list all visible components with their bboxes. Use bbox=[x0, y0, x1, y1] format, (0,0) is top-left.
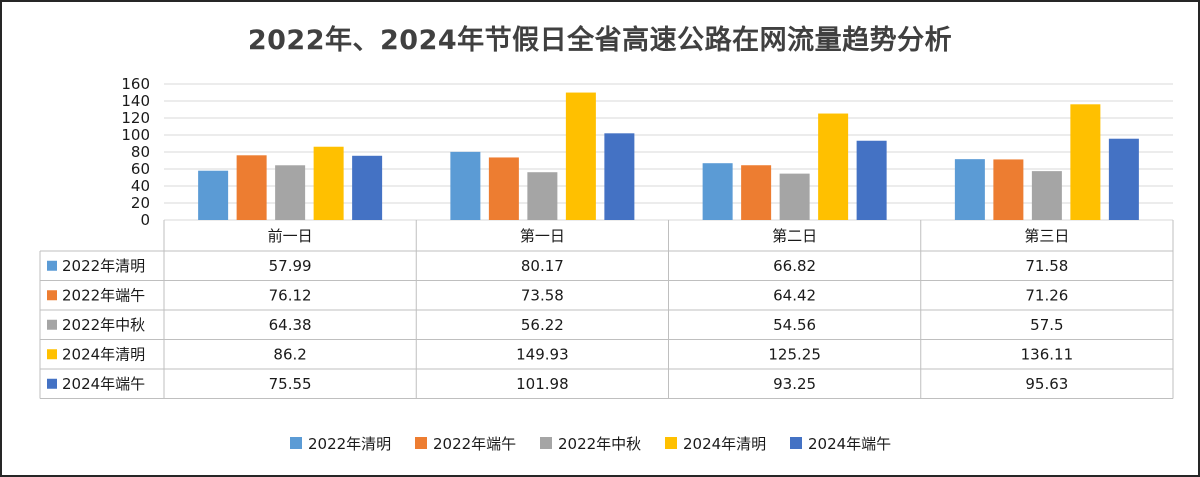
legend-swatch bbox=[790, 437, 802, 449]
bar-5-3 bbox=[856, 140, 887, 220]
y-tick-label: 120 bbox=[121, 109, 150, 127]
bar-2-2 bbox=[488, 157, 519, 220]
y-tick-label: 100 bbox=[121, 126, 150, 144]
bar-5-2 bbox=[604, 133, 635, 220]
bar-2-1 bbox=[236, 155, 267, 220]
bar-4-4 bbox=[1070, 104, 1101, 220]
table-cell-value: 125.25 bbox=[768, 345, 821, 363]
bar-2-4 bbox=[993, 159, 1024, 220]
chart-title: 2022年、2024年节假日全省高速公路在网流量趋势分析 bbox=[247, 25, 953, 56]
table-cell-value: 71.58 bbox=[1025, 257, 1068, 275]
table-cell-value: 54.56 bbox=[773, 316, 816, 334]
table-cell-value: 80.17 bbox=[521, 257, 564, 275]
legend-swatch bbox=[290, 437, 302, 449]
y-tick-label: 80 bbox=[131, 143, 150, 161]
table-row-label: 2022年端午 bbox=[62, 286, 145, 304]
table-row-label: 2022年中秋 bbox=[62, 316, 145, 334]
legend-label: 2022年清明 bbox=[308, 435, 391, 453]
y-tick-label: 0 bbox=[140, 211, 150, 229]
legend-swatch bbox=[665, 437, 677, 449]
table-row-label: 2024年清明 bbox=[62, 345, 145, 363]
y-tick-label: 60 bbox=[131, 160, 150, 178]
y-tick-label: 160 bbox=[121, 75, 150, 93]
table-legend-key bbox=[47, 378, 57, 389]
table-row-label: 2022年清明 bbox=[62, 257, 145, 275]
table-cell-value: 75.55 bbox=[269, 375, 312, 393]
table-row-label: 2024年端午 bbox=[62, 375, 145, 393]
bar-1-2 bbox=[450, 151, 481, 220]
legend-label: 2022年中秋 bbox=[558, 435, 641, 453]
legend-swatch bbox=[540, 437, 552, 449]
bar-1-3 bbox=[702, 163, 733, 220]
legend-swatch bbox=[415, 437, 427, 449]
legend-label: 2024年清明 bbox=[683, 435, 766, 453]
table-cell-value: 64.38 bbox=[269, 316, 312, 334]
x-category-label: 第一日 bbox=[520, 227, 565, 245]
bar-3-4 bbox=[1031, 171, 1062, 220]
bar-3-1 bbox=[275, 165, 306, 220]
bar-5-4 bbox=[1108, 138, 1139, 220]
table-cell-value: 56.22 bbox=[521, 316, 564, 334]
table-cell-value: 86.2 bbox=[273, 345, 306, 363]
table-cell-value: 57.99 bbox=[269, 257, 312, 275]
bar-1-1 bbox=[198, 170, 229, 220]
table-cell-value: 66.82 bbox=[773, 257, 816, 275]
table-legend-key bbox=[47, 319, 57, 330]
table-legend-key bbox=[47, 260, 57, 271]
x-category-label: 第二日 bbox=[772, 227, 817, 245]
table-legend-key bbox=[47, 349, 57, 360]
table-cell-value: 149.93 bbox=[516, 345, 569, 363]
table-cell-value: 101.98 bbox=[516, 375, 569, 393]
table-cell-value: 73.58 bbox=[521, 286, 564, 304]
table-cell-value: 71.26 bbox=[1025, 286, 1068, 304]
legend-label: 2022年端午 bbox=[433, 435, 516, 453]
legend-label: 2024年端午 bbox=[808, 435, 891, 453]
x-category-label: 第三日 bbox=[1024, 227, 1069, 245]
bar-4-3 bbox=[818, 113, 849, 220]
bar-4-2 bbox=[565, 92, 596, 220]
bar-5-1 bbox=[352, 155, 383, 220]
y-tick-label: 140 bbox=[121, 92, 150, 110]
bar-3-3 bbox=[779, 173, 810, 220]
bar-3-2 bbox=[527, 172, 558, 220]
table-legend-key bbox=[47, 290, 57, 301]
bar-2-3 bbox=[741, 165, 772, 220]
table-cell-value: 64.42 bbox=[773, 286, 816, 304]
y-tick-label: 40 bbox=[131, 177, 150, 195]
table-cell-value: 57.5 bbox=[1030, 316, 1063, 334]
bar-4-1 bbox=[313, 146, 344, 220]
table-cell-value: 76.12 bbox=[269, 286, 312, 304]
table-cell-value: 136.11 bbox=[1021, 345, 1074, 363]
x-category-label: 前一日 bbox=[268, 227, 313, 245]
y-tick-label: 20 bbox=[131, 194, 150, 212]
table-cell-value: 95.63 bbox=[1025, 375, 1068, 393]
table-cell-value: 93.25 bbox=[773, 375, 816, 393]
bar-1-4 bbox=[954, 159, 985, 220]
